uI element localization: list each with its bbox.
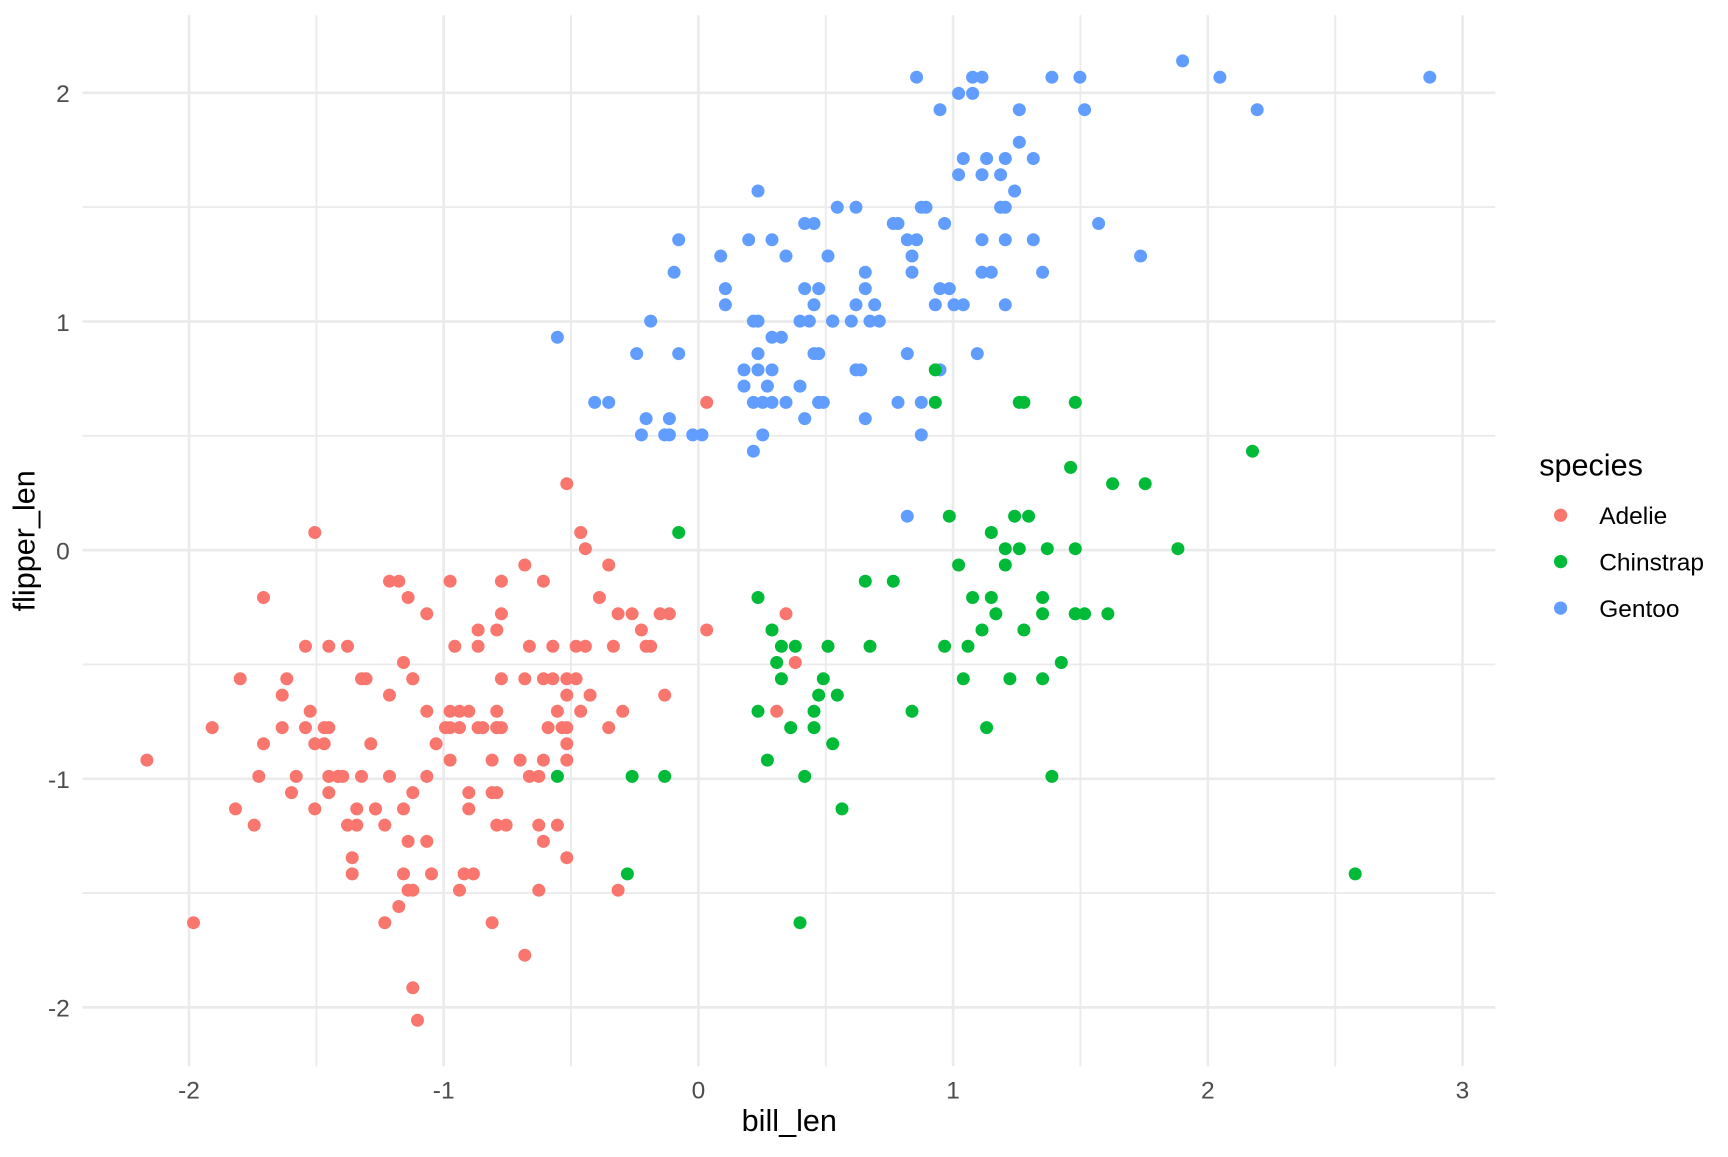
svg-text:Gentoo: Gentoo xyxy=(1599,596,1679,623)
svg-text:-2: -2 xyxy=(178,1078,200,1105)
svg-text:flipper_len: flipper_len xyxy=(8,470,42,611)
svg-text:2: 2 xyxy=(56,81,70,108)
svg-text:-1: -1 xyxy=(48,767,70,794)
svg-text:bill_len: bill_len xyxy=(742,1104,837,1138)
svg-text:Chinstrap: Chinstrap xyxy=(1599,550,1704,577)
svg-text:0: 0 xyxy=(56,538,70,565)
svg-text:2: 2 xyxy=(1201,1078,1215,1105)
svg-text:3: 3 xyxy=(1456,1078,1470,1105)
svg-text:1: 1 xyxy=(946,1078,960,1105)
svg-text:species: species xyxy=(1539,449,1643,483)
svg-text:Adelie: Adelie xyxy=(1599,503,1667,530)
svg-text:-1: -1 xyxy=(433,1078,455,1105)
svg-text:-2: -2 xyxy=(48,996,70,1023)
svg-text:1: 1 xyxy=(56,310,70,337)
svg-text:0: 0 xyxy=(692,1078,706,1105)
